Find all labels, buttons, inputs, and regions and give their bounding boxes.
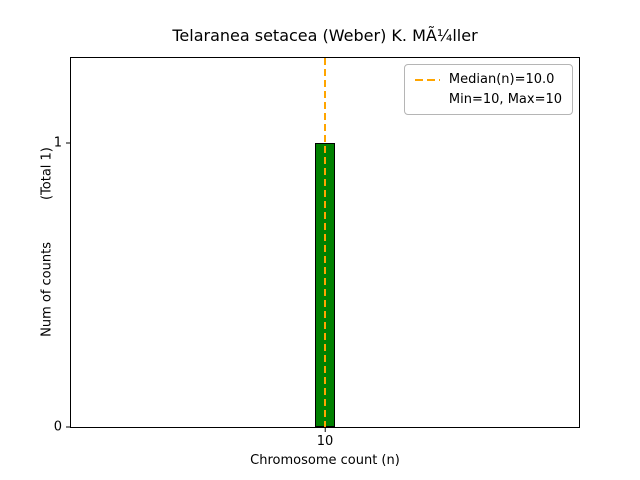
legend-median-label: Median(n)=10.0 (448, 72, 555, 87)
legend: Median(n)=10.0 Min=10, Max=10 (403, 64, 573, 115)
y-axis-label: Num of counts (Total 1) (40, 147, 55, 337)
chart-title: Telaranea setacea (Weber) K. MÃ¼ller (172, 26, 478, 45)
y-tick-1-mark (66, 142, 71, 144)
plot-area: Median(n)=10.0 Min=10, Max=10 0 1 10 (54, 57, 580, 448)
y-tick-1-label: 1 (53, 135, 62, 151)
y-tick-1: 1 (54, 137, 71, 150)
y-tick-0-mark (66, 426, 71, 428)
y-tick-0: 0 (54, 421, 71, 434)
legend-dashed-line-sample (414, 78, 440, 81)
legend-minmax-label: Min=10, Max=10 (448, 92, 562, 107)
y-axis-label-text: Num of counts (39, 242, 55, 337)
x-tick-10-label: 10 (316, 434, 334, 449)
x-tick-10-mark (324, 427, 326, 432)
x-tick-10: 10 (316, 427, 334, 449)
y-axis-total-text: (Total 1) (39, 147, 55, 201)
x-axis-label: Chromosome count (n) (250, 453, 400, 468)
median-line (324, 58, 326, 427)
legend-entry-median: Median(n)=10.0 (414, 72, 562, 87)
legend-spacer (415, 99, 440, 101)
y-tick-0-label: 0 (53, 419, 62, 435)
legend-entry-minmax: Min=10, Max=10 (415, 92, 562, 107)
